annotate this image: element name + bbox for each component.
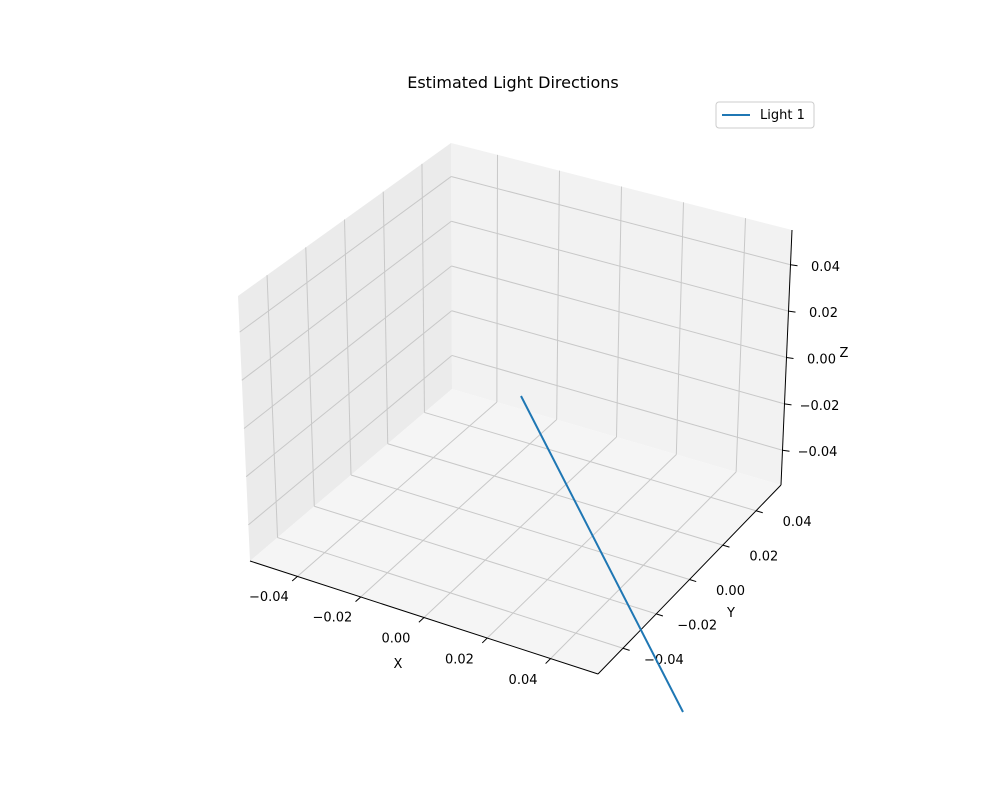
x-axis-label: X	[394, 657, 403, 672]
z-tick-label: 0.04	[811, 260, 840, 275]
y-tick-label: 0.00	[716, 584, 745, 599]
x-tick-mark	[291, 576, 298, 582]
legend: Light 1	[715, 101, 815, 129]
x-tick-mark	[545, 658, 551, 664]
y-tick-mark	[622, 647, 630, 651]
x-tick-label: 0.00	[381, 632, 410, 647]
legend-frame	[715, 101, 815, 129]
z-tick-label: −0.04	[798, 445, 838, 460]
x-tick-mark	[355, 596, 362, 603]
z-tick-mark	[788, 310, 796, 313]
x-tick-label: 0.02	[445, 652, 474, 667]
grid-line-z-back	[451, 354, 783, 451]
grid-line-z-back	[451, 265, 787, 358]
chart-title: Estimated Light Directions	[407, 73, 619, 92]
series-light-1-line	[520, 395, 684, 713]
grid-line-y-floor	[424, 411, 757, 512]
grid-line-z-left	[239, 176, 452, 333]
y-tick-label: 0.04	[783, 515, 812, 530]
z-tick-label: −0.02	[800, 399, 840, 414]
z-axis-label: Z	[840, 346, 849, 361]
y-tick-label: 0.02	[749, 550, 778, 565]
z-tick-label: 0.00	[807, 353, 836, 368]
y-tick-label: −0.04	[644, 653, 684, 668]
x-tick-label: −0.04	[249, 590, 289, 605]
x-tick-label: 0.04	[509, 673, 538, 688]
x-tick-mark	[481, 637, 488, 644]
y-tick-mark	[689, 579, 697, 583]
y-tick-mark	[656, 613, 664, 617]
grid-line-z-left	[241, 220, 452, 381]
y-tick-label: −0.02	[677, 618, 717, 633]
grid-line-z-back	[451, 310, 785, 405]
grid-line-z-left	[248, 355, 453, 526]
grid-line-y-floor	[387, 443, 723, 546]
grid-line-z-back	[451, 220, 789, 312]
z-tick-mark	[782, 449, 790, 452]
pane-left	[238, 143, 452, 561]
y-axis-label: Y	[726, 606, 735, 621]
grid-line-y-floor	[314, 505, 657, 615]
x-tick-label: −0.02	[312, 611, 352, 626]
ticks: −0.04 −0.02 0.00 0.02 0.04 −0.04 −0.02 0.00 0.02…	[249, 260, 840, 688]
z-tick-mark	[784, 403, 792, 406]
x-tick-mark	[418, 617, 425, 623]
legend-label-light-1: Light 1	[760, 108, 805, 123]
z-tick-label: 0.02	[809, 306, 838, 321]
y-tick-mark	[722, 544, 730, 548]
grid-line-z-left	[245, 310, 452, 478]
pane-back	[451, 143, 792, 485]
grid-line-z-left	[243, 265, 452, 429]
grid-line-y-floor	[277, 537, 624, 649]
grid-line-y-floor	[350, 474, 690, 580]
z-tick-mark	[786, 357, 794, 359]
grid-line-z-back	[451, 176, 791, 266]
y-tick-mark	[755, 510, 763, 514]
grid-lines	[239, 154, 791, 659]
z-tick-mark	[790, 264, 798, 267]
